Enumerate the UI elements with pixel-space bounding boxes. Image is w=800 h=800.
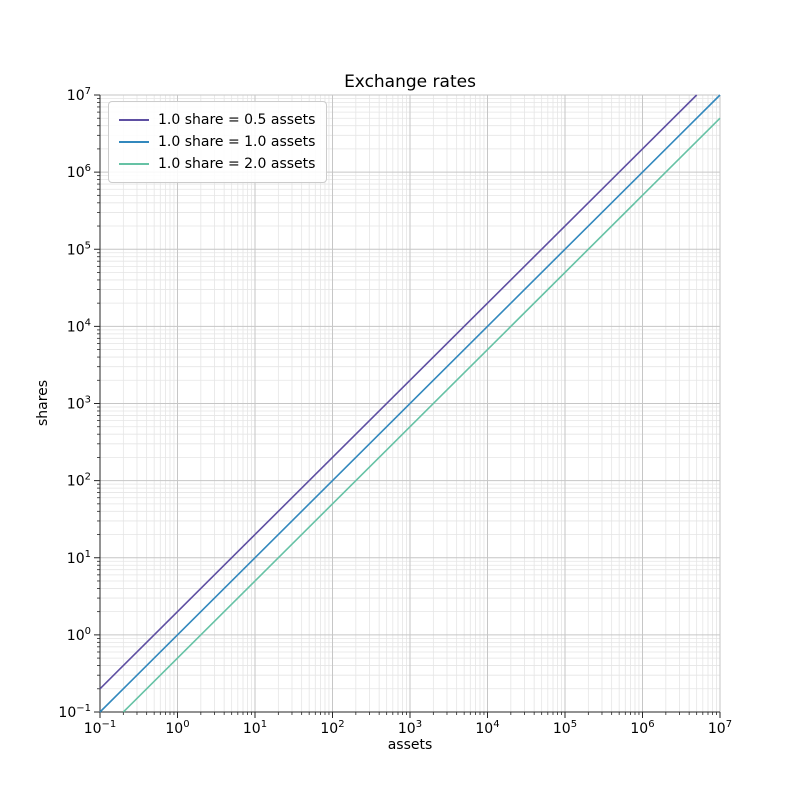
series-line xyxy=(122,117,721,713)
x-tick-label: 100 xyxy=(165,719,189,737)
x-tick-label: 106 xyxy=(630,719,654,737)
chart-title: Exchange rates xyxy=(344,72,476,92)
y-tick-label: 102 xyxy=(67,472,91,490)
legend-item: 1.0 share = 0.5 assets xyxy=(119,109,315,131)
legend-line-sample xyxy=(119,119,149,121)
series-line xyxy=(99,94,698,690)
legend-line-sample xyxy=(119,163,149,165)
x-tick-label: 103 xyxy=(398,719,422,737)
y-tick-label: 107 xyxy=(67,86,91,104)
x-axis-label: assets xyxy=(387,737,433,753)
y-tick-label: 103 xyxy=(67,395,91,413)
legend-line-sample xyxy=(119,141,149,143)
x-tick-label: 102 xyxy=(320,719,344,737)
legend-item: 1.0 share = 1.0 assets xyxy=(119,131,315,153)
y-axis-label: shares xyxy=(35,379,51,427)
legend-item: 1.0 share = 2.0 assets xyxy=(119,153,315,175)
y-tick-label: 106 xyxy=(67,163,91,181)
legend-item-label: 1.0 share = 2.0 assets xyxy=(158,156,316,172)
legend: 1.0 share = 0.5 assets 1.0 share = 1.0 a… xyxy=(108,101,328,183)
x-tick-label: 101 xyxy=(243,719,267,737)
y-tick-label: 100 xyxy=(67,626,91,644)
y-tick-label: 105 xyxy=(67,240,91,258)
series-line xyxy=(99,94,721,713)
legend-item-label: 1.0 share = 1.0 assets xyxy=(158,134,316,150)
y-tick-label: 10−1 xyxy=(58,703,91,721)
legend-item-label: 1.0 share = 0.5 assets xyxy=(158,112,316,128)
x-tick-label: 107 xyxy=(708,719,732,737)
y-tick-label: 104 xyxy=(67,317,91,335)
x-tick-label: 104 xyxy=(475,719,499,737)
x-tick-label: 10−1 xyxy=(84,719,117,737)
y-tick-label: 101 xyxy=(67,549,91,567)
x-tick-label: 105 xyxy=(553,719,577,737)
